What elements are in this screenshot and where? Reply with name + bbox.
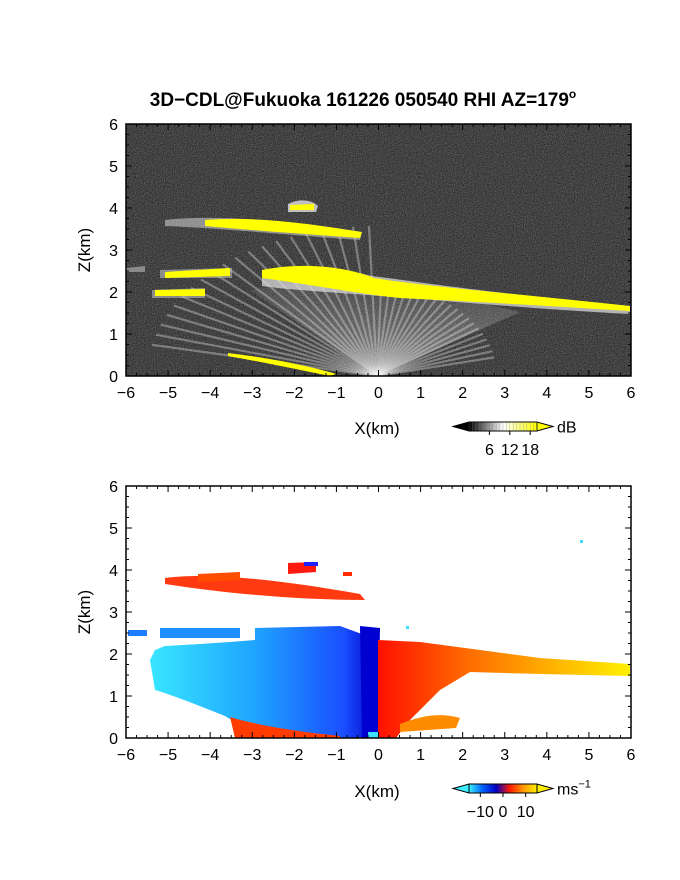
beam-fan-fill xyxy=(250,282,520,376)
beam-ray xyxy=(155,333,378,376)
reflectivity-x-tick-label: −4 xyxy=(201,385,219,402)
reflectivity-y-tick-label: 6 xyxy=(109,117,118,134)
doppler-x-axis-label: X(km) xyxy=(354,782,399,801)
beam-ray xyxy=(376,350,493,376)
reflectivity-x-axis-label: X(km) xyxy=(354,419,399,438)
beam-ray xyxy=(376,344,491,376)
reflectivity-x-tick-label: 6 xyxy=(627,385,636,402)
doppler-x-tick-label: −5 xyxy=(159,747,177,764)
reflectivity-y-tick-label: 2 xyxy=(109,285,118,302)
doppler-x-tick-label: −4 xyxy=(201,747,219,764)
reflectivity-x-tick-label: 0 xyxy=(374,385,383,402)
doppler-x-tick-label: −6 xyxy=(117,747,135,764)
beam-ray xyxy=(376,356,495,376)
reflectivity-y-axis-label: Z(km) xyxy=(75,228,94,272)
reflectivity-y-tick-label: 1 xyxy=(109,327,118,344)
beam-ray xyxy=(210,270,378,376)
reflectivity-x-tick-label: 2 xyxy=(458,385,467,402)
doppler-x-tick-label: 5 xyxy=(584,747,593,764)
doppler-x-tick-label: 2 xyxy=(458,747,467,764)
colorbar-tick-label: 18 xyxy=(521,442,539,459)
reflectivity-y-tick-label: 5 xyxy=(109,159,118,176)
colorbar-tick-label: 12 xyxy=(501,442,519,459)
doppler-y-tick-label: 6 xyxy=(109,479,118,496)
doppler-y-tick-label: 4 xyxy=(109,563,118,580)
doppler-y-tick-label: 0 xyxy=(109,731,118,748)
beam-ray xyxy=(173,304,378,376)
reflectivity-x-tick-label: −1 xyxy=(327,385,345,402)
figure-title: 3D−CDL@Fukuoka 161226 050540 RHI AZ=179o xyxy=(150,87,577,111)
doppler-x-tick-label: 3 xyxy=(500,747,509,764)
doppler-x-tick-label: 6 xyxy=(627,747,636,764)
reflectivity-y-tick-label: 4 xyxy=(109,201,118,218)
doppler-y-tick-label: 1 xyxy=(109,689,118,706)
reflectivity-x-tick-label: 3 xyxy=(500,385,509,402)
doppler-colorbar: ms−1 −10 0 10 xyxy=(451,779,591,821)
reflectivity-colorbar: dB 6 12 18 xyxy=(451,420,577,459)
doppler-y-tick-label: 2 xyxy=(109,647,118,664)
doppler-x-tick-label: −2 xyxy=(285,747,303,764)
colorbar-tick-label: −10 xyxy=(467,804,494,821)
beam-ray xyxy=(181,295,378,376)
doppler-y-tick-label: 3 xyxy=(109,605,118,622)
beam-ray xyxy=(200,278,378,376)
reflectivity-x-tick-label: −2 xyxy=(285,385,303,402)
reflectivity-x-tick-label: 4 xyxy=(542,385,551,402)
doppler-x-tick-label: 0 xyxy=(374,747,383,764)
reflectivity-y-tick-label: 3 xyxy=(109,243,118,260)
doppler-x-tick-label: 4 xyxy=(542,747,551,764)
colorbar-tick-label: 10 xyxy=(517,804,535,821)
doppler-y-tick-label: 5 xyxy=(109,521,118,538)
reflectivity-y-tick-label: 0 xyxy=(109,369,118,386)
colorbar-unit: ms−1 xyxy=(557,779,591,799)
beam-ray xyxy=(166,313,378,376)
beam-ray xyxy=(376,332,484,376)
doppler-x-tick-label: −1 xyxy=(327,747,345,764)
beam-ray xyxy=(376,338,487,376)
colorbar-tick-label: 6 xyxy=(485,442,494,459)
reflectivity-x-tick-label: −6 xyxy=(117,385,135,402)
doppler-x-tick-label: 1 xyxy=(416,747,425,764)
reflectivity-plot-area xyxy=(126,124,631,376)
doppler-plot-area xyxy=(126,486,631,738)
reflectivity-axes: −6 −5 −4 −3 −2 −1 0 1 2 3 4 5 6 0 1 2 3 4 5 6 xyxy=(109,117,635,402)
reflectivity-x-tick-label: 5 xyxy=(584,385,593,402)
reflectivity-x-tick-label: −5 xyxy=(159,385,177,402)
reflectivity-x-tick-label: −3 xyxy=(243,385,261,402)
colorbar-min-arrow xyxy=(451,783,470,794)
colorbar-min-arrow xyxy=(451,421,470,432)
doppler-axes: −6 −5 −4 −3 −2 −1 0 1 2 3 4 5 6 0 1 2 3 4 5 6 xyxy=(109,479,635,764)
colorbar-max-arrow xyxy=(536,783,555,794)
beam-ray xyxy=(160,323,378,376)
doppler-y-axis-label: Z(km) xyxy=(75,590,94,634)
colorbar-unit: dB xyxy=(557,420,577,437)
reflectivity-beam-fan xyxy=(151,226,520,376)
doppler-x-tick-label: −3 xyxy=(243,747,261,764)
reflectivity-echo-layers xyxy=(126,200,630,376)
beam-ray xyxy=(190,286,378,376)
colorbar-max-arrow xyxy=(536,421,555,432)
doppler-echo-layers xyxy=(128,540,630,738)
reflectivity-x-tick-label: 1 xyxy=(416,385,425,402)
colorbar-tick-label: 0 xyxy=(499,804,508,821)
colorbar-gradient xyxy=(468,783,538,794)
